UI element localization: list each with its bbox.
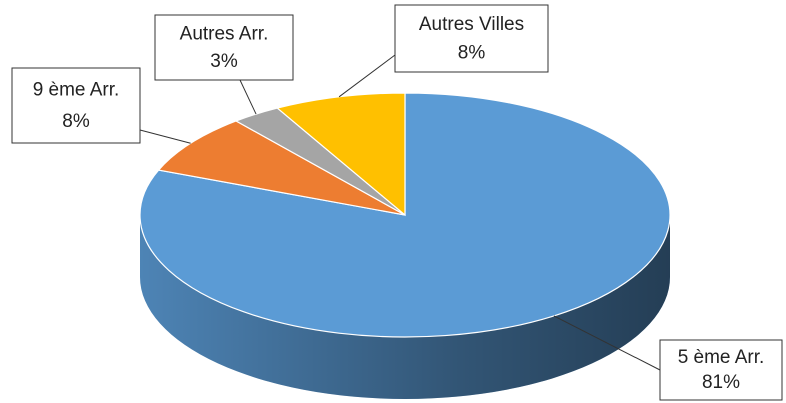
slice-label: 5 ème Arr.: [678, 347, 765, 368]
value-label: 81%: [702, 372, 740, 393]
leader-line: [239, 79, 257, 115]
label-box: [659, 339, 783, 401]
slice-label: Autres Arr.: [180, 24, 269, 45]
value-label: 8%: [62, 111, 90, 132]
value-label: 8%: [458, 42, 486, 63]
label-box: [11, 67, 141, 144]
label-box: [394, 4, 549, 73]
slice-label: Autres Villes: [419, 14, 524, 35]
slice: [276, 92, 406, 217]
leader-line: [553, 315, 661, 371]
slice-label: 9 ème Arr.: [33, 80, 120, 101]
leader-line: [139, 129, 191, 144]
slice-side-shade: [140, 215, 670, 399]
leader-line: [338, 54, 396, 98]
label-box: [154, 14, 294, 81]
value-label: 3%: [210, 51, 238, 72]
